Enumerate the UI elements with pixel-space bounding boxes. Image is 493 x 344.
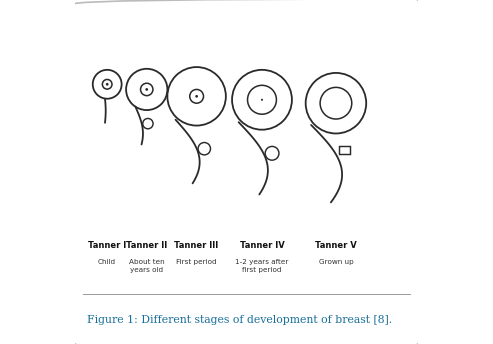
Circle shape: [145, 88, 148, 91]
Text: Tanner IV: Tanner IV: [240, 241, 284, 250]
Text: Figure 1: Different stages of development of breast [8].: Figure 1: Different stages of developmen…: [87, 315, 391, 325]
Circle shape: [106, 83, 108, 86]
Circle shape: [261, 99, 263, 101]
Text: Tanner II: Tanner II: [126, 241, 167, 250]
Text: First period: First period: [176, 259, 217, 265]
Text: Child: Child: [98, 259, 116, 265]
Text: Grown up: Grown up: [318, 259, 353, 265]
Text: Tanner III: Tanner III: [175, 241, 219, 250]
Text: Tanner I: Tanner I: [88, 241, 126, 250]
Text: About ten
years old: About ten years old: [129, 259, 165, 273]
Text: Tanner V: Tanner V: [315, 241, 357, 250]
Bar: [339, 146, 350, 154]
Text: 1-2 years after
first period: 1-2 years after first period: [235, 259, 289, 273]
Circle shape: [195, 95, 198, 98]
